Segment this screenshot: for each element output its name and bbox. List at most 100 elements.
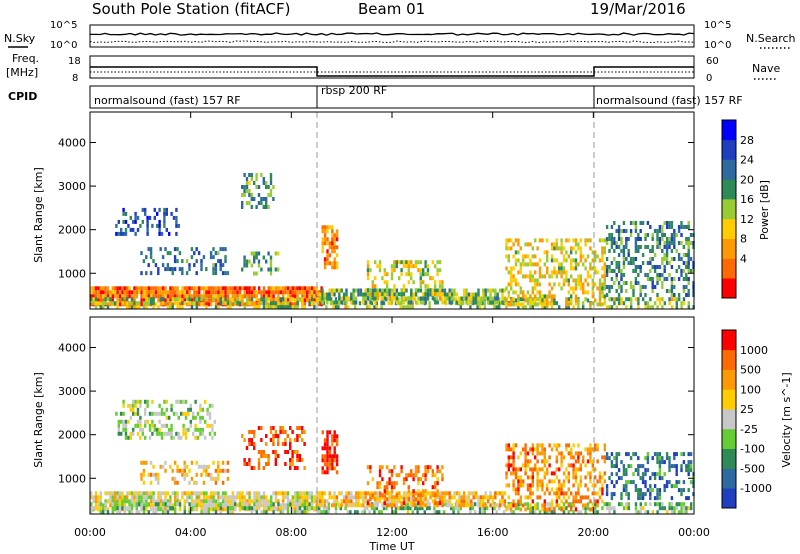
heatmap-cell xyxy=(267,302,270,307)
heatmap-cell xyxy=(269,271,273,276)
heatmap-cell xyxy=(567,451,570,456)
heatmap-cell xyxy=(142,290,146,295)
heatmap-cell xyxy=(689,464,693,469)
heatmap-cell xyxy=(291,286,294,291)
heatmap-cell xyxy=(99,294,102,299)
heatmap-cell xyxy=(193,480,196,485)
heatmap-cell xyxy=(224,286,227,291)
heatmap-cell xyxy=(166,491,170,496)
heatmap-cell xyxy=(109,503,112,508)
heatmap-cell xyxy=(195,472,198,477)
heatmap-cell xyxy=(687,221,690,225)
heatmap-cell xyxy=(625,241,628,245)
heatmap-cell xyxy=(562,479,566,484)
heatmap-cell xyxy=(534,510,537,515)
heatmap-cell xyxy=(531,510,534,515)
heatmap-cell xyxy=(630,305,633,310)
heatmap-cell xyxy=(491,499,495,504)
heatmap-cell xyxy=(507,459,510,464)
heatmap-cell xyxy=(555,491,558,496)
heatmap-cell xyxy=(490,506,494,511)
heatmap-cell xyxy=(177,399,180,404)
heatmap-cell xyxy=(328,292,331,297)
heatmap-cell xyxy=(180,435,183,440)
heatmap-cell xyxy=(606,305,609,310)
heatmap-cell xyxy=(677,257,681,261)
heatmap-cell xyxy=(536,502,539,507)
heatmap-cell xyxy=(188,294,191,299)
heatmap-cell xyxy=(546,250,549,255)
heatmap-cell xyxy=(158,231,161,236)
heatmap-cell xyxy=(205,286,208,291)
heatmap-cell xyxy=(171,305,174,310)
heatmap-cell xyxy=(388,481,391,486)
heatmap-cell xyxy=(231,290,234,295)
heatmap-cell xyxy=(410,260,413,265)
heatmap-cell xyxy=(424,477,427,482)
heatmap-cell xyxy=(484,296,487,301)
heatmap-cell xyxy=(668,273,671,277)
heatmap-cell xyxy=(538,282,542,287)
heatmap-cell xyxy=(117,431,120,436)
heatmap-cell xyxy=(567,302,570,307)
heatmap-cell xyxy=(168,231,171,236)
heatmap-cell xyxy=(141,427,144,432)
heatmap-cell xyxy=(195,507,198,512)
heatmap-cell xyxy=(560,238,563,243)
heatmap-cell xyxy=(414,506,417,511)
heatmap-cell xyxy=(601,266,604,271)
heatmap-cell xyxy=(605,265,609,269)
heatmap-cell xyxy=(205,507,208,512)
heatmap-cell xyxy=(334,502,338,507)
heatmap-cell xyxy=(433,510,436,515)
heatmap-cell xyxy=(646,456,650,461)
heatmap-cell xyxy=(409,506,412,511)
heatmap-cell xyxy=(531,499,534,504)
heatmap-cell xyxy=(152,495,155,500)
heatmap-cell xyxy=(301,495,304,500)
heatmap-cell xyxy=(128,510,131,515)
heatmap-cell xyxy=(594,506,597,511)
heatmap-cell xyxy=(121,491,124,496)
heatmap-cell xyxy=(217,290,220,295)
heatmap-cell xyxy=(386,280,389,285)
colorbar-tick-label: 20 xyxy=(740,173,754,186)
heatmap-cell xyxy=(584,242,587,247)
heatmap-cell xyxy=(467,495,471,500)
heatmap-cell xyxy=(682,452,686,457)
heatmap-cell xyxy=(627,452,630,457)
heatmap-cell xyxy=(173,480,177,485)
heatmap-cell xyxy=(313,506,316,511)
heatmap-cell xyxy=(630,297,633,302)
heatmap-cell xyxy=(248,499,251,504)
heatmap-cell xyxy=(625,305,628,310)
heatmap-cell xyxy=(175,223,178,228)
heatmap-cell xyxy=(195,297,198,302)
heatmap-cell xyxy=(383,485,386,490)
heatmap-cell xyxy=(166,499,170,504)
heatmap-cell xyxy=(572,238,575,243)
heatmap-cell xyxy=(172,411,176,416)
heatmap-cell xyxy=(260,197,263,201)
heatmap-cell xyxy=(455,300,459,305)
heatmap-cell xyxy=(601,250,604,255)
heatmap-cell xyxy=(286,499,290,504)
heatmap-cell xyxy=(362,491,365,496)
heatmap-cell xyxy=(644,456,647,461)
heatmap-cell xyxy=(282,502,285,507)
heatmap-cell xyxy=(410,264,413,269)
heatmap-cell xyxy=(135,305,138,310)
heatmap-cell xyxy=(333,261,336,266)
heatmap-cell xyxy=(620,241,623,245)
heatmap-cell xyxy=(97,495,100,500)
heatmap-cell xyxy=(171,286,174,291)
heatmap-cell xyxy=(431,288,434,293)
heatmap-cell xyxy=(629,281,633,285)
heatmap-cell xyxy=(649,249,652,253)
heatmap-cell xyxy=(178,298,182,303)
heatmap-cell xyxy=(591,483,594,488)
heatmap-cell xyxy=(374,276,377,281)
heatmap-cell xyxy=(553,301,556,306)
heatmap-cell xyxy=(677,229,681,233)
